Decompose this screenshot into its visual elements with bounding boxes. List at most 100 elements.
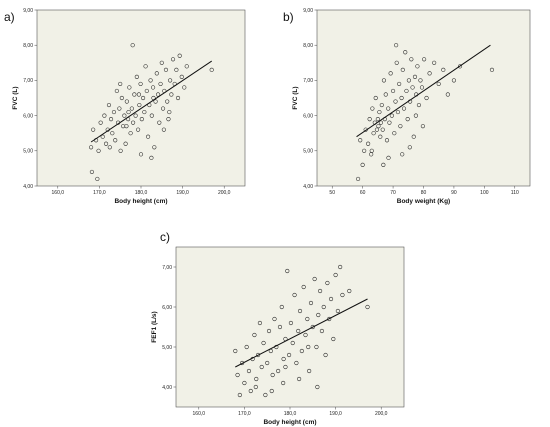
data-point: [386, 155, 391, 160]
data-point: [401, 106, 407, 111]
data-point: [387, 120, 392, 125]
x-tick-label: 170,0: [238, 411, 251, 417]
data-point: [118, 81, 123, 86]
data-point: [400, 152, 405, 157]
data-point: [299, 348, 304, 354]
panel-c-label: c): [160, 230, 170, 244]
x-tick-label: 110: [511, 190, 519, 196]
data-point: [432, 60, 437, 65]
y-tick-label: 7,00: [162, 265, 172, 271]
data-point: [420, 124, 425, 129]
data-point: [149, 155, 154, 160]
data-point: [323, 352, 328, 358]
y-tick-label: 7,00: [23, 78, 33, 84]
data-point: [124, 124, 129, 129]
data-point: [404, 88, 409, 94]
x-axis-title: Body weight (Kg): [397, 198, 450, 205]
data-point: [179, 74, 184, 79]
data-point: [252, 332, 257, 338]
x-tick-label: 70: [390, 190, 396, 196]
data-point: [390, 88, 396, 94]
data-point: [276, 368, 281, 374]
data-point: [174, 67, 179, 72]
data-point: [397, 81, 402, 86]
data-point: [248, 388, 253, 394]
data-point: [166, 117, 171, 122]
data-point: [325, 280, 330, 286]
panel-c: c) 160,0 170,0 180,0 190,0 200,0 4,00 5,00 6,00…: [150, 215, 425, 427]
x-tick-label: 60: [360, 190, 366, 196]
data-point: [118, 148, 123, 153]
x-tick-label: 160,0: [52, 190, 65, 196]
data-point: [409, 57, 414, 62]
x-tick-label: 180,0: [284, 411, 297, 417]
data-point: [312, 276, 317, 282]
data-point: [393, 99, 398, 104]
data-point: [175, 95, 181, 101]
data-point: [136, 92, 141, 97]
data-point: [114, 88, 119, 94]
data-point: [381, 78, 387, 83]
data-point: [133, 113, 138, 118]
data-point: [142, 110, 147, 115]
data-point: [177, 53, 182, 58]
data-point: [405, 117, 410, 122]
y-tick-label: 5,00: [162, 345, 172, 351]
data-point: [386, 106, 391, 111]
scatter-chart-c: 160,0 170,0 180,0 190,0 200,0 4,00 5,00 6,00 7,0…: [151, 246, 405, 426]
data-point: [254, 376, 259, 382]
y-tick-label: 6,00: [162, 305, 172, 311]
data-point: [379, 102, 384, 108]
data-point: [340, 292, 345, 298]
scatter-chart-a: 160,0 170,0 180,0 190,0 200,0 4,00 5,00 6,00 7,0…: [12, 8, 246, 205]
x-tick-label: 200,0: [375, 411, 388, 417]
data-point: [316, 312, 321, 318]
data-point: [246, 368, 252, 374]
fit-line: [90, 60, 212, 143]
data-point: [303, 332, 308, 338]
data-point: [169, 92, 174, 97]
data-point: [457, 64, 463, 69]
fit-line: [235, 298, 368, 368]
panel-b: b) 50 60 70 80 90 100 110 4,00 5,00 6,00 7,00 8,00 9…: [275, 0, 550, 215]
data-point: [292, 292, 297, 298]
data-point: [381, 162, 386, 167]
data-point: [407, 145, 412, 150]
data-point: [270, 372, 275, 378]
data-point: [119, 95, 124, 101]
scatter-chart-b: 50 60 70 80 90 100 110 4,00 5,00 6,00 7,00 8,00 9,00…: [292, 8, 531, 205]
data-point: [418, 78, 423, 83]
data-point: [373, 95, 378, 101]
data-point: [367, 117, 372, 122]
data-point: [256, 352, 261, 358]
data-point: [91, 127, 96, 132]
data-point: [360, 162, 365, 167]
data-point: [319, 328, 324, 334]
data-point: [144, 88, 149, 94]
data-point: [441, 67, 446, 72]
data-point: [419, 85, 425, 90]
data-point: [366, 141, 371, 146]
data-point: [233, 348, 238, 354]
data-point: [384, 138, 390, 143]
data-point: [347, 288, 352, 294]
data-point: [305, 316, 310, 322]
fit-line: [356, 44, 491, 138]
data-point: [263, 392, 268, 398]
data-point: [331, 336, 336, 342]
data-point: [297, 376, 302, 382]
data-point: [145, 134, 151, 139]
data-point: [436, 81, 441, 86]
data-point: [108, 117, 114, 122]
data-point: [110, 131, 115, 136]
y-tick-label: 4,00: [162, 385, 172, 391]
x-tick-label: 190,0: [176, 190, 189, 196]
data-point: [411, 134, 416, 139]
data-point: [328, 296, 334, 302]
y-axis-title: FVC (L): [292, 86, 299, 109]
data-point: [394, 43, 399, 48]
data-point: [154, 71, 159, 76]
data-point: [413, 113, 418, 118]
panel-a-label: a): [4, 10, 15, 24]
y-tick-label: 8,00: [303, 43, 313, 49]
